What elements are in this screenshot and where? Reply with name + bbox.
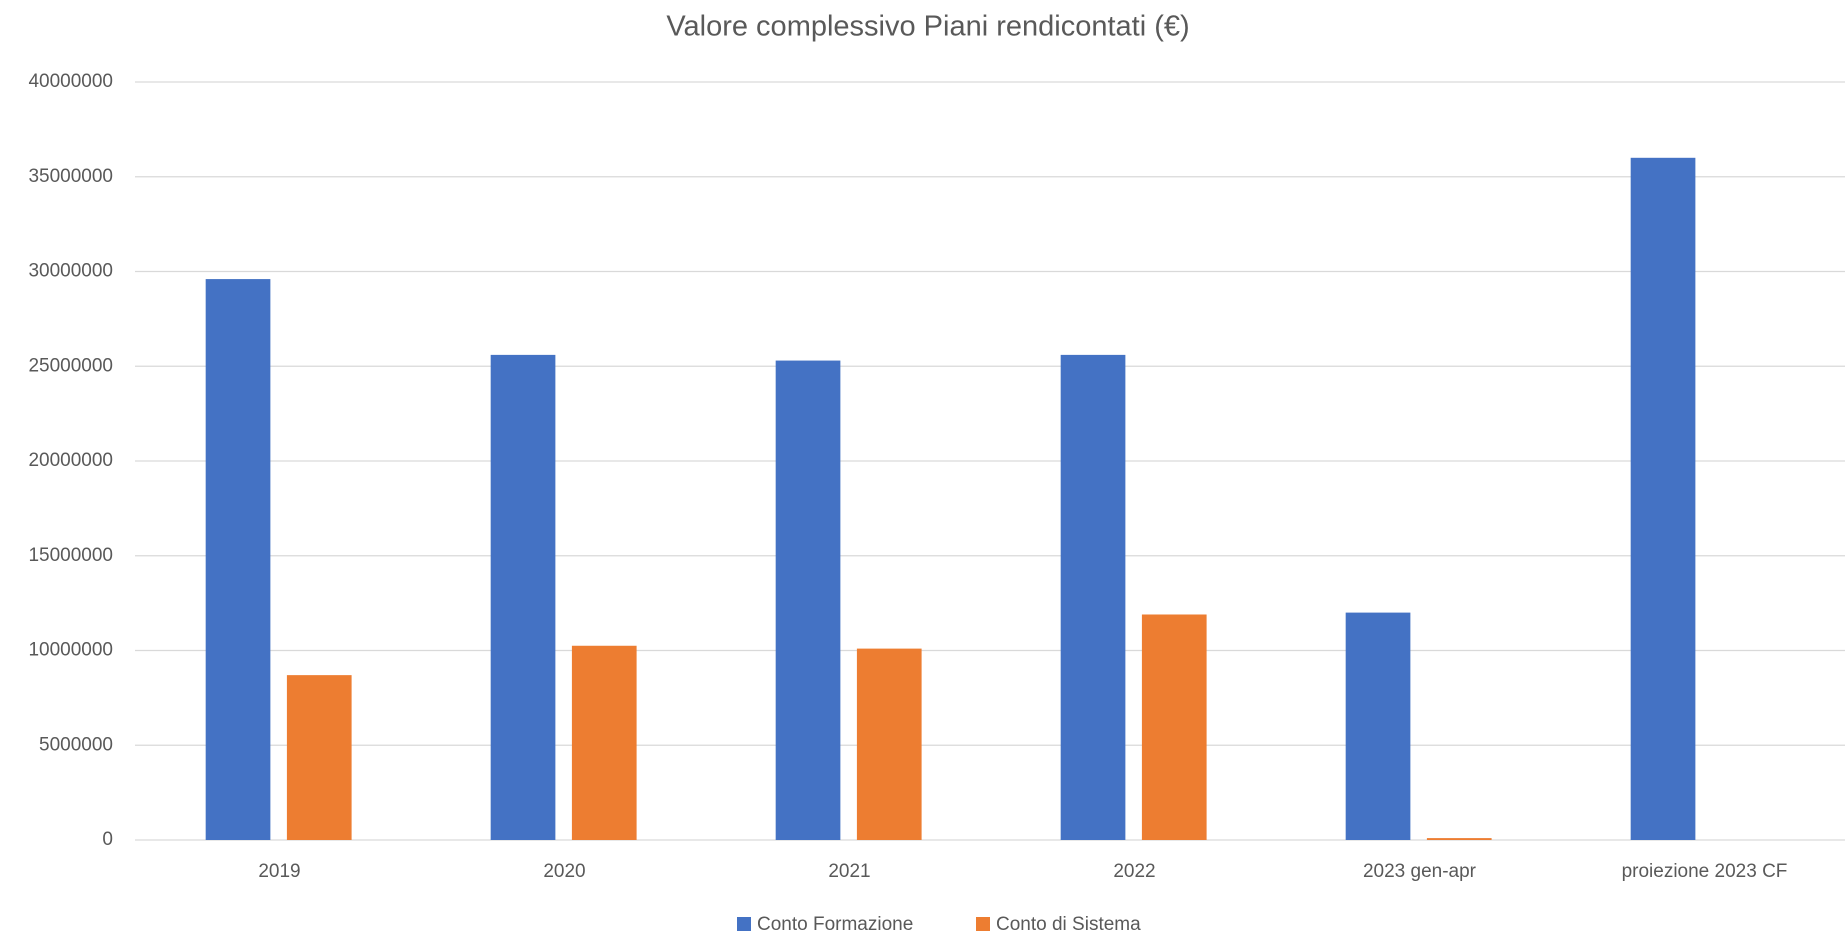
legend-swatch bbox=[737, 917, 751, 931]
x-tick-label: 2019 bbox=[258, 861, 300, 882]
y-tick-label: 35000000 bbox=[28, 166, 113, 187]
bar bbox=[205, 279, 271, 841]
legend-swatch bbox=[976, 917, 990, 931]
legend-label: Conto Formazione bbox=[757, 914, 913, 935]
bar bbox=[775, 360, 841, 840]
y-tick-label: 25000000 bbox=[28, 355, 113, 376]
x-tick-label: 2022 bbox=[1113, 861, 1155, 882]
bar bbox=[490, 354, 556, 840]
x-tick-label: 2021 bbox=[828, 861, 870, 882]
y-tick-label: 40000000 bbox=[28, 71, 113, 92]
y-tick-label: 10000000 bbox=[28, 640, 113, 661]
bar bbox=[1060, 354, 1126, 840]
x-tick-label: 2020 bbox=[543, 861, 585, 882]
x-tick-label: 2023 gen-apr bbox=[1363, 861, 1477, 882]
y-tick-label: 0 bbox=[102, 829, 113, 850]
y-tick-label: 30000000 bbox=[28, 261, 113, 282]
bar bbox=[571, 645, 637, 840]
bar bbox=[1345, 612, 1411, 840]
y-tick-label: 15000000 bbox=[28, 545, 113, 566]
bar bbox=[286, 675, 352, 840]
bar bbox=[1141, 614, 1207, 840]
x-tick-label: proiezione 2023 CF bbox=[1622, 861, 1788, 882]
legend-label: Conto di Sistema bbox=[996, 914, 1141, 935]
y-tick-label: 20000000 bbox=[28, 450, 113, 471]
y-tick-label: 5000000 bbox=[39, 734, 113, 755]
bar bbox=[1630, 157, 1696, 841]
bar bbox=[1426, 838, 1492, 840]
bar bbox=[856, 648, 922, 840]
chart-title: Valore complessivo Piani rendicontati (€… bbox=[666, 11, 1189, 43]
